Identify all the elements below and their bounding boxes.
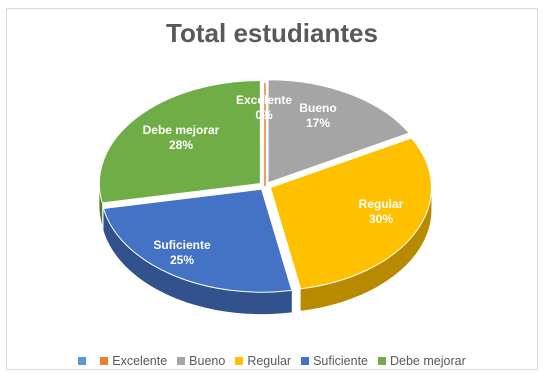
chart-title: Total estudiantes xyxy=(166,18,378,48)
legend-label: Excelente xyxy=(112,354,168,368)
pie-slice-debe-mejorar xyxy=(98,80,261,204)
legend-label: Bueno xyxy=(189,354,226,368)
pie-side-suficiente xyxy=(103,208,292,315)
data-label-category: Debe mejorar xyxy=(143,123,220,137)
data-label-category: Bueno xyxy=(299,101,336,115)
legend-item: Suficiente xyxy=(301,354,368,368)
legend-item: Debe mejorar xyxy=(378,354,466,368)
data-label-category: Regular xyxy=(359,197,404,211)
data-label-percent: 28% xyxy=(169,138,193,152)
legend-item: Bueno xyxy=(177,354,225,368)
legend-item: Excelente xyxy=(100,354,167,368)
legend-label: Suficiente xyxy=(313,354,368,368)
legend-swatch xyxy=(378,357,386,365)
legend-swatch xyxy=(100,357,109,365)
legend-label: Debe mejorar xyxy=(390,354,466,368)
legend-swatch xyxy=(301,357,310,365)
data-label-category: Excelente xyxy=(236,93,292,107)
legend-swatch xyxy=(78,357,87,365)
legend-item: Regular xyxy=(235,354,291,368)
data-label-percent: 25% xyxy=(170,253,194,267)
pie-slice-suficiente xyxy=(102,188,293,293)
legend-item xyxy=(78,357,90,365)
legend: Excelente Bueno Regular Suficiente Debe mejo… xyxy=(0,354,544,368)
data-label-percent: 17% xyxy=(306,116,330,130)
legend-swatch xyxy=(235,357,244,365)
data-label-category: Suficiente xyxy=(153,238,211,252)
data-label-percent: 30% xyxy=(369,212,393,226)
data-label-percent: 0% xyxy=(255,108,273,122)
pie-slice-regular xyxy=(269,137,432,290)
pie-side-regular xyxy=(300,187,432,311)
legend-swatch xyxy=(177,357,186,365)
pie-slice-bueno xyxy=(267,79,410,184)
legend-label: Regular xyxy=(247,354,292,368)
